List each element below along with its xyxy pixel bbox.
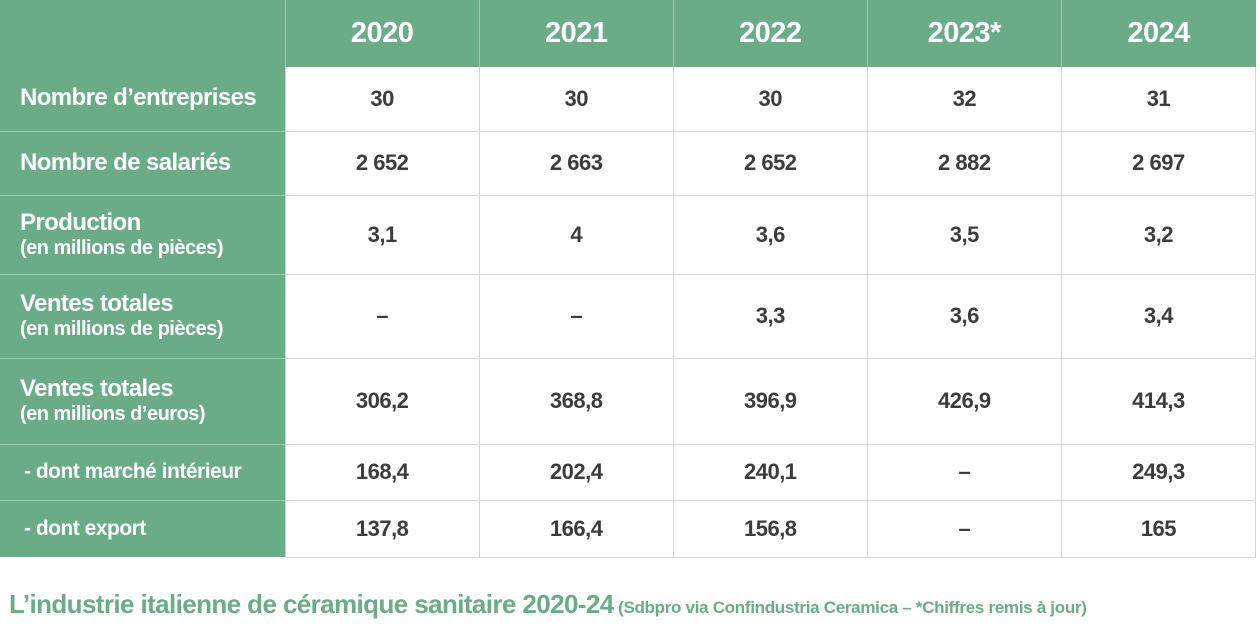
row-header: Ventes totales (en millions de pièces): [0, 273, 286, 358]
table-cell: 3,2: [1060, 195, 1257, 275]
table-cell: 3,5: [866, 195, 1062, 275]
table-row: - dont marché intérieur 168,4 202,4 240,…: [0, 443, 1257, 501]
table-cell: 4: [478, 195, 674, 275]
table-cell: 2 652: [672, 131, 868, 196]
row-label: Ventes totales: [20, 375, 174, 403]
table-row: - dont export 137,8 166,4 156,8 – 165: [0, 499, 1257, 558]
table-row: Nombre d’entreprises 30 30 30 32 31: [0, 67, 1257, 132]
row-header: Ventes totales (en millions d’euros): [0, 357, 286, 444]
table-cell: –: [284, 274, 480, 359]
table-cell: 165: [1060, 500, 1257, 558]
row-sublabel: (en millions de pièces): [20, 318, 224, 341]
source-note: (Sdbpro via Confindustria Ceramica – *Ch…: [618, 598, 1087, 617]
table-cell: 2 652: [284, 131, 480, 196]
column-header: 2022: [672, 0, 868, 67]
column-header: 2024: [1060, 0, 1256, 67]
data-table: 2020 2021 2022 2023* 2024 Nombre d’entre…: [0, 0, 1257, 558]
table-cell: 396,9: [672, 358, 868, 445]
table-cell: 32: [866, 67, 1062, 132]
column-header: 2021: [478, 0, 674, 67]
row-label: Nombre de salariés: [20, 148, 231, 176]
row-header: Production (en millions de pièces): [0, 194, 286, 274]
table-cell: 168,4: [284, 444, 480, 501]
table-cell: 306,2: [284, 358, 480, 445]
data-table-container: 2020 2021 2022 2023* 2024 Nombre d’entre…: [0, 0, 1257, 558]
table-cell: 166,4: [478, 500, 674, 558]
table-cell: 3,3: [672, 274, 868, 359]
table-cell: 156,8: [672, 500, 868, 558]
table-cell: 202,4: [478, 444, 674, 501]
row-label: - dont marché intérieur: [24, 460, 242, 484]
table-cell: 2 663: [478, 131, 674, 196]
table-row: Nombre de salariés 2 652 2 663 2 652 2 8…: [0, 130, 1257, 196]
table-row: Ventes totales (en millions d’euros) 306…: [0, 357, 1257, 445]
chart-title: L’industrie italienne de céramique sanit…: [9, 589, 614, 619]
table-cell: 30: [672, 67, 868, 132]
row-sublabel: (en millions d’euros): [20, 403, 206, 426]
table-row: Production (en millions de pièces) 3,1 4…: [0, 194, 1257, 275]
chart-caption: L’industrie italienne de céramique sanit…: [9, 589, 1087, 620]
table-cell: –: [866, 444, 1062, 501]
table-cell: 31: [1060, 67, 1257, 132]
table-cell: 137,8: [284, 500, 480, 558]
table-cell: 2 882: [866, 131, 1062, 196]
table-cell: 2 697: [1060, 131, 1257, 196]
table-cell: 426,9: [866, 358, 1062, 445]
row-sublabel: (en millions de pièces): [20, 236, 224, 259]
table-cell: 30: [284, 67, 480, 132]
header-row: 2020 2021 2022 2023* 2024: [0, 0, 1256, 67]
row-label: Ventes totales: [20, 290, 174, 318]
table-cell: 30: [478, 67, 674, 132]
table-cell: 3,6: [866, 274, 1062, 359]
column-header: 2020: [284, 0, 480, 67]
table-cell: 3,6: [672, 195, 868, 275]
table-cell: –: [478, 274, 674, 359]
row-label: - dont export: [24, 516, 146, 540]
column-header: 2023*: [866, 0, 1062, 67]
row-label: Production: [20, 208, 141, 236]
row-header: - dont marché intérieur: [0, 443, 286, 500]
row-header: Nombre de salariés: [0, 130, 286, 195]
table-cell: 414,3: [1060, 358, 1257, 445]
table-cell: 240,1: [672, 444, 868, 501]
row-header: Nombre d’entreprises: [0, 67, 286, 131]
table-cell: 3,1: [284, 195, 480, 275]
table-cell: 249,3: [1060, 444, 1257, 501]
table-cell: –: [866, 500, 1062, 558]
header-corner-cell: [0, 0, 286, 67]
table-row: Ventes totales (en millions de pièces) –…: [0, 273, 1257, 359]
row-header: - dont export: [0, 499, 286, 557]
row-label: Nombre d’entreprises: [20, 84, 257, 112]
table-cell: 3,4: [1060, 274, 1257, 359]
table-cell: 368,8: [478, 358, 674, 445]
